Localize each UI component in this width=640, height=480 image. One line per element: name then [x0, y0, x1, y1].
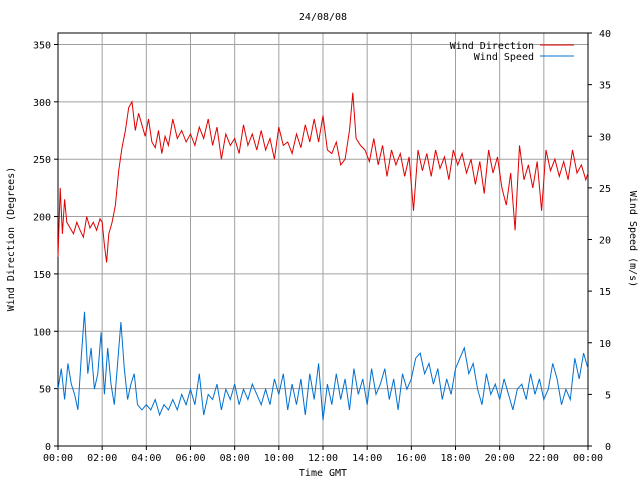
y-left-tick-label: 200	[33, 213, 51, 224]
x-tick-label: 06:00	[175, 453, 205, 464]
y-left-tick-label: 0	[45, 442, 51, 453]
y-left-tick-label: 50	[39, 385, 51, 396]
series-layer	[57, 92, 589, 421]
plot-frame	[57, 32, 589, 447]
y-left-tick-label: 300	[33, 98, 51, 109]
y-right-tick-label: 15	[599, 287, 611, 298]
chart-title: 24/08/08	[299, 12, 347, 23]
y-axis-right-label: Wind Speed (m/s)	[627, 191, 638, 287]
y-left-tick-label: 150	[33, 270, 51, 281]
x-tick-label: 00:00	[43, 453, 73, 464]
y-right-tick-label: 0	[605, 442, 611, 453]
y-right-tick-label: 40	[599, 29, 611, 40]
x-tick-label: 00:00	[573, 453, 603, 464]
wind-speed-line	[57, 311, 589, 421]
wind-direction-legend-label: Wind Direction	[450, 41, 534, 52]
x-tick-label: 18:00	[440, 453, 470, 464]
x-axis-label: Time GMT	[299, 468, 347, 479]
x-tick-label: 10:00	[264, 453, 294, 464]
y-right-tick-label: 10	[599, 339, 611, 350]
y-right-tick-label: 35	[599, 81, 611, 92]
x-tick-label: 16:00	[396, 453, 426, 464]
x-tick-label: 22:00	[529, 453, 559, 464]
y-axis-left-label: Wind Direction (Degrees)	[6, 167, 17, 312]
x-tick-label: 08:00	[220, 453, 250, 464]
y-right-tick-label: 30	[599, 132, 611, 143]
y-left-tick-label: 350	[33, 40, 51, 51]
y-right-tick-label: 25	[599, 184, 611, 195]
y-left-tick-label: 250	[33, 155, 51, 166]
x-tick-label: 04:00	[131, 453, 161, 464]
wind-speed-legend-label: Wind Speed	[474, 52, 534, 63]
y-left-tick-label: 100	[33, 327, 51, 338]
x-tick-label: 02:00	[87, 453, 117, 464]
axes: 00:00 02:00 04:00 06:00 08:00 10:00 12:00 14:00…	[33, 29, 611, 464]
x-tick-label: 12:00	[308, 453, 338, 464]
x-tick-label: 14:00	[352, 453, 382, 464]
wind-direction-line	[57, 92, 589, 263]
y-right-tick-label: 5	[605, 390, 611, 401]
grid	[58, 33, 588, 446]
y-right-tick-label: 20	[599, 236, 611, 247]
x-tick-label: 20:00	[485, 453, 515, 464]
